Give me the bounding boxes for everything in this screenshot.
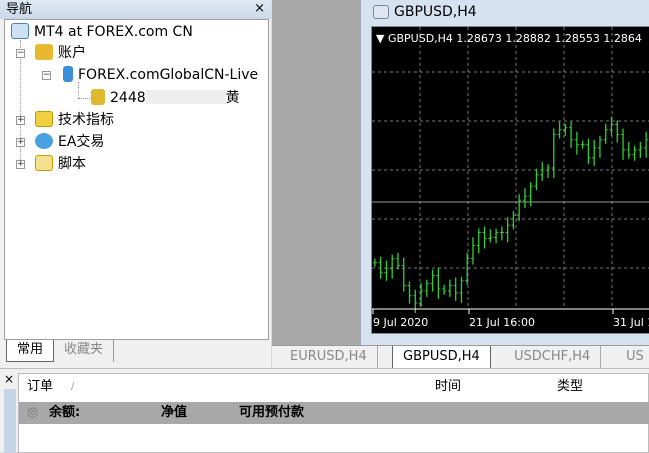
user-icon xyxy=(91,89,105,105)
navigator-tree[interactable]: MT4 at FOREX.com CN − 账户 − FOREX.comGlob… xyxy=(4,19,269,340)
expand-icon[interactable]: + xyxy=(16,115,25,125)
terminal-icon xyxy=(11,23,29,39)
time-label: 9 Jul 2020 xyxy=(373,316,428,329)
workspace-background xyxy=(272,0,360,345)
chart-window-title: GBPUSD,H4 xyxy=(373,2,477,22)
navigator-panel: 导航 × MT4 at FOREX.com CN − 账户 − FOREX.co… xyxy=(0,0,271,368)
redacted xyxy=(145,90,226,104)
orders-table: 订单 / 时间 类型 ◎ 余额: 净值 可用预付款 xyxy=(18,373,649,453)
table-header: 订单 / 时间 类型 xyxy=(19,374,649,400)
tree-indicators[interactable]: 技术指标 xyxy=(35,110,114,130)
collapse-icon[interactable]: − xyxy=(16,48,25,58)
sort-indicator: / xyxy=(71,381,75,392)
tree-root[interactable]: MT4 at FOREX.com CN xyxy=(11,22,193,42)
terminal-sidebar xyxy=(4,389,16,453)
tree-account[interactable]: 2448 黄 xyxy=(91,88,240,108)
equity-label: 净值 xyxy=(161,405,188,420)
server-icon xyxy=(63,66,73,82)
navigator-title: 导航 xyxy=(0,0,271,19)
tree-experts[interactable]: EA交易 xyxy=(35,132,104,152)
terminal-close-button[interactable]: × xyxy=(4,372,15,386)
chart-info: ▼ GBPUSD,H4 1.28673 1.28882 1.28553 1.28… xyxy=(376,32,642,45)
tab-gbpusd[interactable]: GBPUSD,H4 xyxy=(392,346,491,369)
navigator-tabs: 常用 收藏夹 xyxy=(6,340,115,362)
status-icon: ◎ xyxy=(27,405,39,420)
column-type[interactable]: 类型 xyxy=(557,379,584,394)
expand-icon[interactable]: + xyxy=(16,159,25,169)
balance-label: 余额: xyxy=(49,405,81,420)
collapse-icon[interactable]: − xyxy=(42,70,51,80)
chart-window: GBPUSD,H4 ▼ GBPUSD,H4 1.28673 1.28882 1.… xyxy=(360,0,649,345)
accounts-icon xyxy=(35,44,53,60)
terminal-panel: × 订单 / 时间 类型 ◎ 余额: 净值 可用预付款 xyxy=(0,368,649,453)
tree-accounts[interactable]: 账户 xyxy=(35,43,86,63)
expand-icon[interactable]: + xyxy=(16,137,25,147)
column-time[interactable]: 时间 xyxy=(435,379,462,394)
expert-hat-icon xyxy=(35,133,53,149)
chart-svg: ▼ GBPUSD,H4 1.28673 1.28882 1.28553 1.28… xyxy=(372,27,649,329)
balance-row[interactable]: ◎ 余额: 净值 可用预付款 xyxy=(19,402,649,424)
tab-eurusd[interactable]: EURUSD,H4 xyxy=(280,346,378,369)
navigator-close-button[interactable]: × xyxy=(254,1,265,16)
tab-favorites[interactable]: 收藏夹 xyxy=(54,340,115,362)
tab-usdchf[interactable]: USDCHF,H4 xyxy=(504,346,602,369)
script-icon xyxy=(35,155,53,171)
price-chart[interactable]: ▼ GBPUSD,H4 1.28673 1.28882 1.28553 1.28… xyxy=(371,26,649,334)
chart-icon xyxy=(373,5,389,19)
tab-common[interactable]: 常用 xyxy=(6,340,55,362)
time-label: 21 Jul 16:00 xyxy=(469,316,535,329)
tree-server[interactable]: FOREX.comGlobalCN-Live xyxy=(63,65,258,85)
function-icon xyxy=(35,111,53,127)
free-margin-label: 可用预付款 xyxy=(239,405,305,420)
column-order[interactable]: 订单 xyxy=(27,379,54,394)
tree-scripts[interactable]: 脚本 xyxy=(35,154,86,174)
tab-us[interactable]: US xyxy=(626,349,644,364)
chart-tabs: EURUSD,H4 GBPUSD,H4 USDCHF,H4 US xyxy=(272,345,649,369)
time-label: 31 Jul 16:00 xyxy=(613,316,649,329)
